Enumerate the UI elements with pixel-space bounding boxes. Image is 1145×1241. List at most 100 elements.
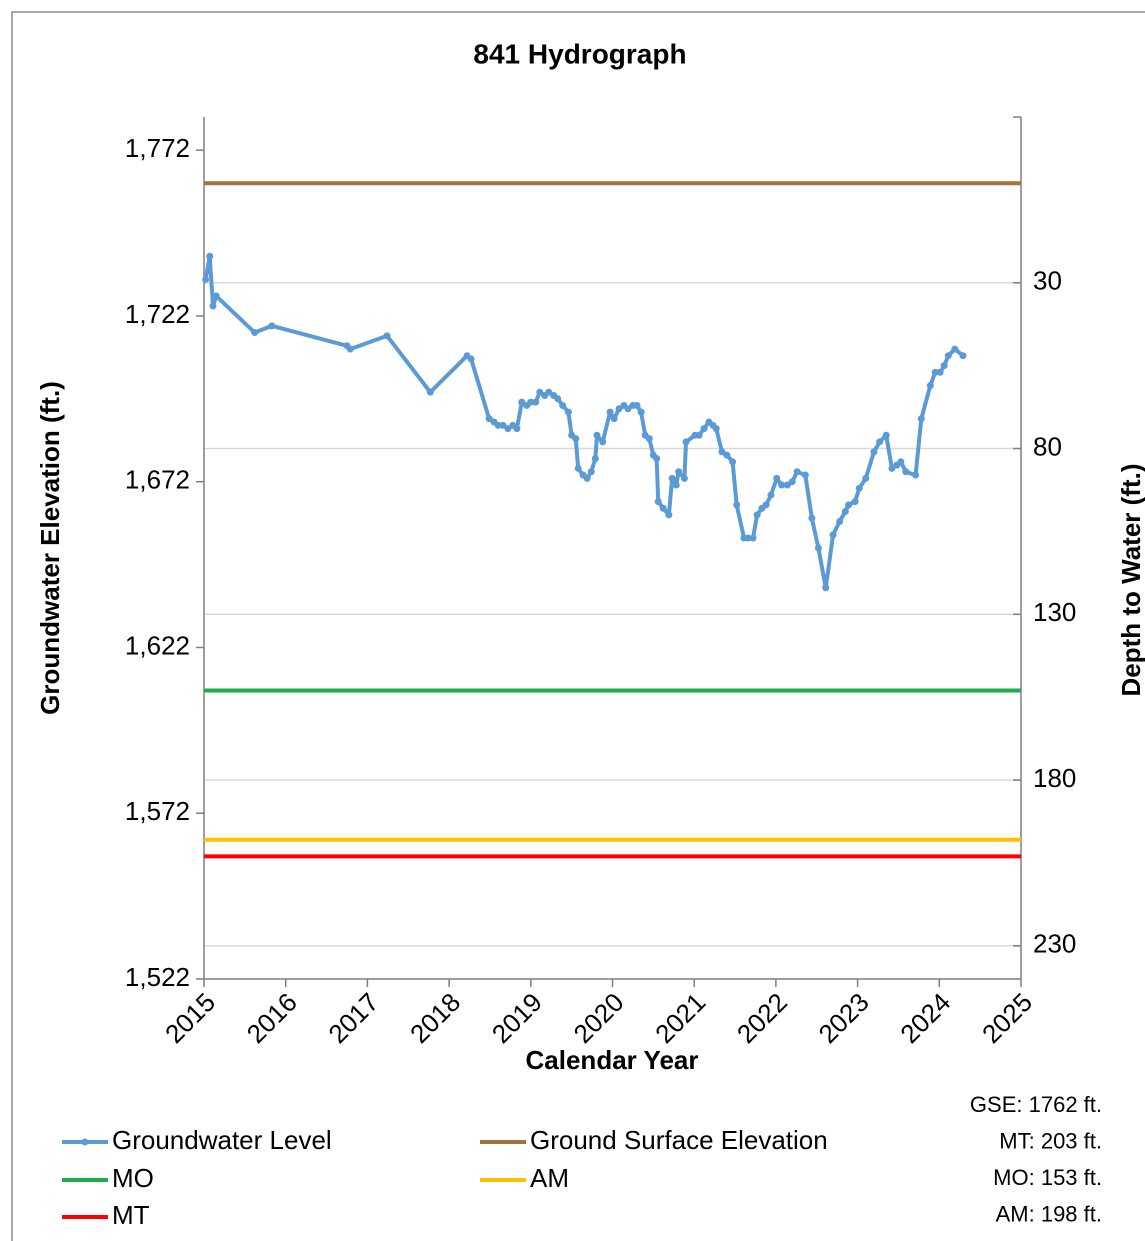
- data-point: [615, 405, 623, 413]
- data-point: [793, 468, 801, 476]
- data-point: [209, 302, 217, 310]
- data-point: [212, 292, 220, 300]
- data-point: [536, 388, 544, 396]
- y2-tick-label: 80: [1033, 431, 1062, 461]
- y2-axis-label: Depth to Water (ft.): [1116, 464, 1145, 697]
- y-tick-label: 1,622: [125, 630, 190, 660]
- data-point: [654, 498, 662, 506]
- data-point: [518, 398, 526, 406]
- data-point: [665, 511, 673, 519]
- data-point: [940, 362, 948, 370]
- data-point: [712, 425, 720, 433]
- data-point: [951, 345, 959, 353]
- data-point: [788, 478, 796, 486]
- y-axis-label: Groundwater Elevation (ft.): [35, 381, 65, 715]
- data-point: [559, 401, 567, 409]
- data-point: [426, 388, 434, 396]
- data-point: [527, 398, 535, 406]
- data-point: [583, 474, 591, 482]
- data-point: [653, 454, 661, 462]
- data-point: [767, 491, 775, 499]
- y2-tick-label: 180: [1033, 763, 1076, 793]
- data-point: [659, 504, 667, 512]
- data-point: [917, 415, 925, 423]
- data-point: [499, 421, 507, 429]
- data-point: [591, 454, 599, 462]
- y-tick-label: 1,672: [125, 465, 190, 495]
- data-point: [572, 435, 580, 443]
- data-point: [749, 534, 757, 542]
- annotation: MT: 203 ft.: [999, 1128, 1102, 1153]
- data-point: [668, 474, 676, 482]
- x-axis-label: Calendar Year: [526, 1045, 699, 1075]
- data-point: [593, 431, 601, 439]
- data-point: [862, 474, 870, 482]
- y-tick-label: 1,722: [125, 299, 190, 329]
- data-point: [564, 408, 572, 416]
- data-point: [876, 438, 884, 446]
- data-point: [545, 388, 553, 396]
- data-point: [836, 517, 844, 525]
- data-point: [574, 464, 582, 472]
- data-point: [251, 329, 259, 336]
- y2-tick-label: 230: [1033, 929, 1076, 959]
- data-point: [587, 468, 595, 476]
- legend-label: MT: [112, 1200, 150, 1230]
- data-point: [202, 275, 210, 283]
- data-point: [870, 448, 878, 456]
- data-point: [762, 501, 770, 509]
- data-point: [814, 544, 822, 552]
- data-point: [897, 458, 905, 466]
- legend-label: AM: [530, 1163, 569, 1193]
- data-point: [926, 382, 934, 390]
- data-point: [783, 481, 791, 489]
- chart-title: 841 Hydrograph: [473, 38, 686, 69]
- data-point: [610, 415, 618, 423]
- data-point: [851, 498, 859, 506]
- data-point: [645, 435, 653, 443]
- data-point: [672, 481, 680, 489]
- data-point: [902, 468, 910, 476]
- data-point: [718, 448, 726, 456]
- data-point: [637, 408, 645, 416]
- annotation: AM: 198 ft.: [996, 1201, 1102, 1226]
- data-point: [383, 332, 391, 340]
- legend-marker: [81, 1138, 89, 1146]
- chart-frame: [11, 11, 1145, 1241]
- y2-tick-label: 130: [1033, 597, 1076, 627]
- data-point: [944, 352, 952, 360]
- y-tick-label: 1,522: [125, 962, 190, 992]
- data-point: [554, 395, 562, 403]
- data-point: [931, 368, 939, 376]
- data-point: [346, 345, 354, 353]
- data-point: [829, 531, 837, 539]
- y-tick-label: 1,772: [125, 133, 190, 163]
- data-point: [808, 514, 816, 522]
- y-tick-label: 1,572: [125, 796, 190, 826]
- data-point: [778, 481, 786, 489]
- data-point: [841, 508, 849, 516]
- data-point: [485, 415, 493, 423]
- data-point: [936, 368, 944, 376]
- data-point: [513, 425, 521, 433]
- data-point: [912, 471, 920, 479]
- data-point: [682, 438, 690, 446]
- data-point: [700, 425, 708, 433]
- data-point: [268, 322, 276, 330]
- data-point: [733, 501, 741, 509]
- annotation: MO: 153 ft.: [993, 1165, 1102, 1190]
- data-point: [723, 451, 731, 459]
- data-point: [599, 438, 607, 446]
- data-point: [888, 464, 896, 472]
- data-point: [624, 405, 632, 413]
- data-point: [494, 421, 502, 429]
- data-point: [882, 431, 890, 439]
- data-point: [753, 511, 761, 519]
- data-point: [680, 474, 688, 482]
- data-point: [695, 431, 703, 439]
- data-point: [633, 401, 641, 409]
- data-point: [504, 425, 512, 433]
- legend-label: Groundwater Level: [112, 1125, 332, 1155]
